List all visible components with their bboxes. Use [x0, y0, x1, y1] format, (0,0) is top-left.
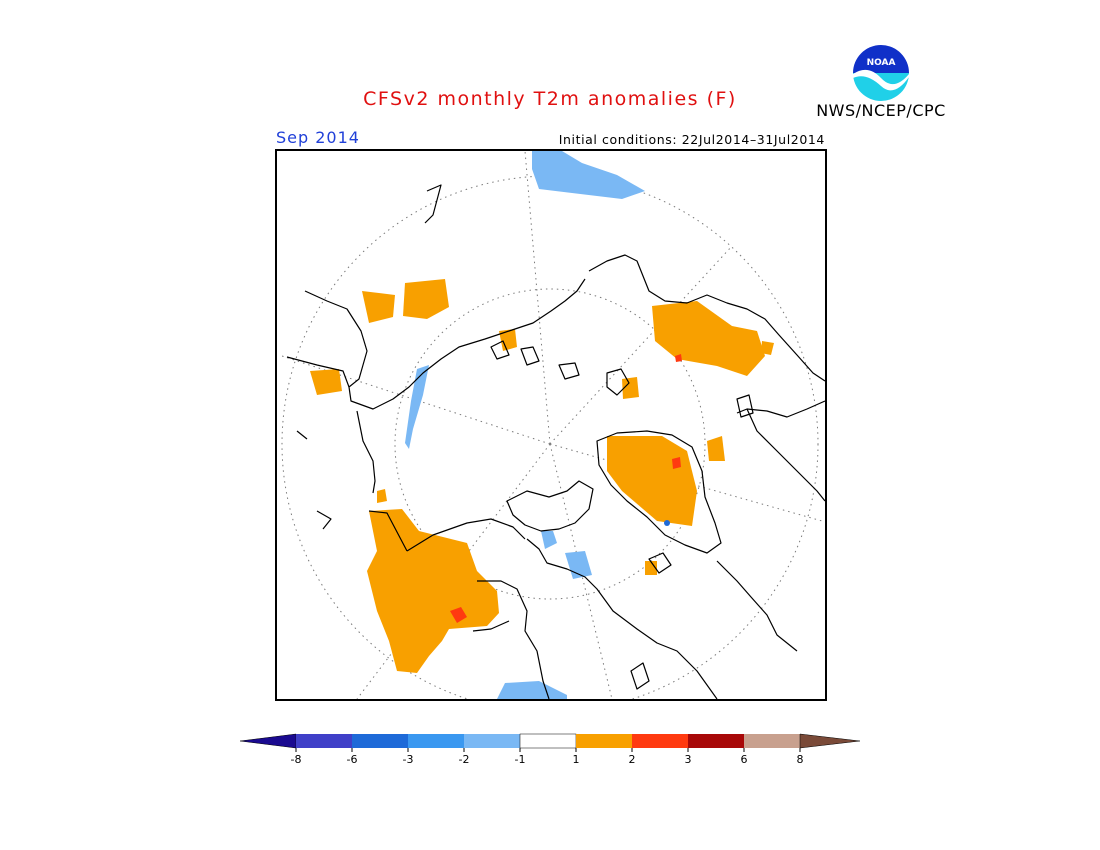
map-frame [275, 149, 827, 701]
colorbar-tick-label: -1 [515, 753, 526, 766]
colorbar-tick-label: 2 [629, 753, 636, 766]
colorbar-high-arrow [799, 733, 861, 749]
colorbar-tick-label: -3 [403, 753, 414, 766]
agency-label: NWS/NCEP/CPC [816, 101, 946, 120]
coastlines [286, 184, 825, 699]
hot-spots [450, 354, 682, 623]
colorbar-tick-label: 3 [685, 753, 692, 766]
colorbar-low-arrow [239, 733, 297, 749]
colorbar-tick-label: -6 [347, 753, 358, 766]
colorbar-bin [519, 733, 577, 749]
cool-anomaly-areas [405, 151, 645, 699]
colorbar-bin [632, 734, 688, 748]
colorbar-tick-label: 6 [741, 753, 748, 766]
colorbar-bin [576, 734, 632, 748]
logo-text: NOAA [867, 58, 896, 68]
colorbar-bin [352, 734, 408, 748]
colorbar: -8 -6 -3 -2 -1 1 2 3 6 8 [239, 733, 861, 766]
valid-month: Sep 2014 [276, 128, 360, 147]
colorbar-bin [296, 734, 352, 748]
colorbar-bin [744, 734, 800, 748]
colorbar-bin [464, 734, 520, 748]
colorbar-bin [408, 734, 464, 748]
colorbar-bin [688, 734, 744, 748]
polar-map [281, 151, 825, 699]
colorbar-tick-label: 1 [573, 753, 580, 766]
colorbar-tick-label: -8 [291, 753, 302, 766]
colorbar-tick-label: 8 [797, 753, 804, 766]
colorbar-tick-label: -2 [459, 753, 470, 766]
noaa-logo-icon: NOAA [849, 41, 913, 105]
cold-spot [664, 520, 670, 526]
initial-conditions: Initial conditions: 22Jul2014–31Jul2014 [558, 132, 825, 147]
chart-title: CFSv2 monthly T2m anomalies (F) [363, 88, 737, 110]
graticule [281, 151, 823, 699]
warm-anomaly-areas [310, 279, 774, 673]
